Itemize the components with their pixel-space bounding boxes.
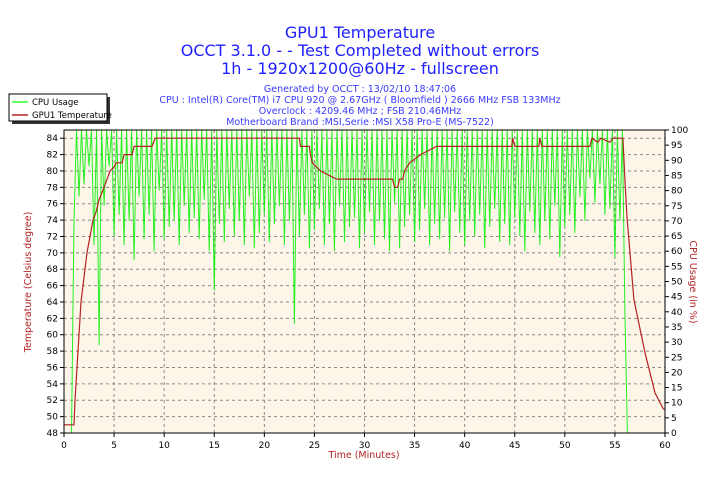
y-right-tick-label: 20: [671, 368, 683, 378]
y-right-tick-label: 45: [671, 293, 682, 303]
y-left-tick-label: 48: [47, 429, 59, 439]
y-left-tick-label: 50: [47, 413, 59, 423]
y-left-tick-label: 58: [47, 347, 59, 357]
info-generated: Generated by OCCT : 13/02/10 18:47:06: [264, 84, 456, 95]
y-right-tick-label: 55: [671, 262, 682, 272]
info-cpu: CPU : Intel(R) Core(TM) i7 CPU 920 @ 2.6…: [159, 95, 560, 106]
x-tick-label: 45: [509, 441, 520, 451]
cpu-usage-series: [64, 129, 665, 434]
gridlines: [64, 130, 665, 434]
y-right-tick-label: 90: [671, 156, 683, 166]
x-tick-label: 0: [61, 441, 67, 451]
x-tick-label: 60: [659, 441, 671, 451]
x-tick-label: 35: [409, 441, 420, 451]
x-tick-label: 20: [259, 441, 271, 451]
y-right-tick-label: 95: [671, 141, 682, 151]
y-left-tick-label: 52: [47, 396, 58, 406]
y-left-tick-label: 76: [47, 200, 59, 210]
y-right-tick-label: 25: [671, 353, 682, 363]
y-right-tick-label: 65: [671, 232, 682, 242]
y-right-tick-label: 80: [671, 187, 683, 197]
x-tick-label: 5: [111, 441, 117, 451]
y-right-tick-label: 85: [671, 171, 682, 181]
y-left-tick-label: 78: [47, 183, 59, 193]
y-left-tick-label: 62: [47, 314, 58, 324]
gpu-temperature-series: [64, 137, 666, 426]
y-right-tick-label: 60: [671, 247, 683, 257]
y-left-tick-label: 70: [47, 249, 59, 259]
y-left-tick-label: 72: [47, 232, 58, 242]
x-axis-label: Time (Minutes): [327, 450, 399, 461]
gpu-temperature-line: [64, 137, 666, 426]
y-right-tick-label: 35: [671, 323, 682, 333]
y-right-tick-label: 0: [671, 429, 677, 439]
y-axis-right-label: CPU Usage (in %): [687, 240, 698, 323]
y-left-tick-label: 74: [47, 216, 59, 226]
chart-title: GPU1 Temperature: [285, 23, 435, 42]
legend-label-cpu: CPU Usage: [32, 98, 78, 108]
y-left-tick-label: 66: [47, 282, 59, 292]
y-left-tick-label: 84: [47, 134, 59, 144]
chart-subtitle-2: 1h - 1920x1200@60Hz - fullscreen: [221, 59, 499, 78]
x-tick-label: 55: [609, 441, 620, 451]
info-motherboard: Motherboard Brand :MSI,Serie :MSI X58 Pr…: [226, 117, 494, 128]
y-right-tick-label: 10: [671, 399, 683, 409]
x-tick-label: 10: [158, 441, 170, 451]
chart-subtitle-1: OCCT 3.1.0 - - Test Completed without er…: [181, 41, 540, 60]
y-right-tick-label: 75: [671, 202, 682, 212]
y-axis-left-label: Temperature (Celsius degree): [23, 212, 34, 354]
x-tick-label: 15: [209, 441, 220, 451]
legend: CPU Usage GPU1 Temperature: [8, 93, 112, 124]
y-left-tick-label: 64: [47, 298, 59, 308]
x-tick-label: 25: [309, 441, 320, 451]
cpu-usage-line: [64, 129, 665, 434]
y-right-tick-label: 30: [671, 338, 683, 348]
y-left-tick-label: 80: [47, 167, 59, 177]
x-tick-label: 40: [459, 441, 471, 451]
y-left-tick-label: 56: [47, 363, 59, 373]
y-left-tick-label: 82: [47, 151, 58, 161]
y-left-tick-label: 60: [47, 331, 59, 341]
y-left-tick-label: 54: [47, 380, 59, 390]
y-right-tick-label: 50: [671, 278, 683, 288]
x-tick-label: 50: [559, 441, 571, 451]
y-right-tick-label: 5: [671, 414, 677, 424]
y-left-tick-label: 68: [47, 265, 59, 275]
axis-ticks: 0 5 10 15 20 25 30 35 40 45 50 55 604850525456586062…: [47, 126, 689, 451]
y-right-tick-label: 40: [671, 308, 683, 318]
y-right-tick-label: 70: [671, 217, 683, 227]
x-tick-label: 30: [359, 441, 371, 451]
info-overclock: Overclock : 4209.46 MHz ; FSB 210.46MHz: [259, 106, 462, 117]
legend-label-gpu: GPU1 Temperature: [32, 111, 112, 121]
y-right-tick-label: 15: [671, 384, 682, 394]
y-right-tick-label: 100: [671, 126, 688, 136]
